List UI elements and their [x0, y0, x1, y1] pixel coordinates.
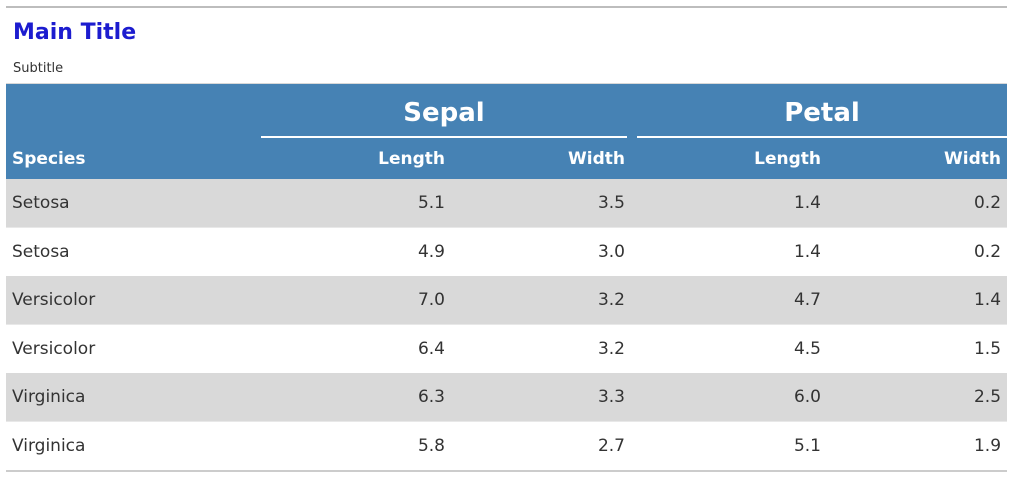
cell-sepal-width: 3.2 [451, 324, 631, 373]
table-row: Setosa 5.1 3.5 1.4 0.2 [6, 179, 1008, 228]
cell-species: Virginica [6, 373, 261, 422]
cell-species: Versicolor [6, 276, 261, 325]
column-header-sepal-width[interactable]: Width [451, 138, 631, 179]
spanner-underline [637, 136, 1008, 138]
column-header-species[interactable]: Species [6, 138, 261, 179]
column-header-petal-width[interactable]: Width [827, 138, 1008, 179]
column-header-sepal-length[interactable]: Length [261, 138, 451, 179]
cell-petal-length: 4.5 [631, 324, 827, 373]
cell-sepal-width: 3.2 [451, 276, 631, 325]
header-rule [6, 83, 1007, 84]
spanner-petal: Petal [631, 84, 1008, 138]
cell-petal-width: 0.2 [827, 227, 1008, 276]
subtitle: Subtitle [13, 61, 64, 76]
cell-species: Setosa [6, 179, 261, 228]
cell-species: Virginica [6, 421, 261, 470]
cell-sepal-width: 3.3 [451, 373, 631, 422]
cell-petal-width: 1.5 [827, 324, 1008, 373]
column-header-row: Species Length Width Length Width [6, 138, 1008, 179]
table-container: Main Title Subtitle Sepal Pe [6, 6, 1008, 472]
table-row: Versicolor 6.4 3.2 4.5 1.5 [6, 324, 1008, 373]
cell-species: Setosa [6, 227, 261, 276]
table-row: Virginica 6.3 3.3 6.0 2.5 [6, 373, 1008, 422]
cell-petal-length: 5.1 [631, 421, 827, 470]
data-table: Sepal Petal Species Length Width Length … [6, 84, 1008, 470]
cell-sepal-length: 6.4 [261, 324, 451, 373]
cell-sepal-width: 3.5 [451, 179, 631, 228]
cell-petal-width: 1.4 [827, 276, 1008, 325]
spanner-row: Sepal Petal [6, 84, 1008, 138]
cell-petal-length: 6.0 [631, 373, 827, 422]
cell-sepal-length: 5.1 [261, 179, 451, 228]
cell-petal-length: 4.7 [631, 276, 827, 325]
cell-petal-length: 1.4 [631, 227, 827, 276]
cell-petal-length: 1.4 [631, 179, 827, 228]
top-rule [6, 6, 1007, 8]
table-row: Virginica 5.8 2.7 5.1 1.9 [6, 421, 1008, 470]
cell-species: Versicolor [6, 324, 261, 373]
cell-petal-width: 0.2 [827, 179, 1008, 228]
main-title: Main Title [13, 20, 137, 45]
table-row: Setosa 4.9 3.0 1.4 0.2 [6, 227, 1008, 276]
cell-sepal-length: 7.0 [261, 276, 451, 325]
spanner-label: Petal [784, 98, 860, 128]
cell-petal-width: 2.5 [827, 373, 1008, 422]
cell-sepal-length: 5.8 [261, 421, 451, 470]
cell-sepal-width: 2.7 [451, 421, 631, 470]
bottom-rule [6, 470, 1007, 472]
spanner-underline [261, 136, 627, 138]
table-row: Versicolor 7.0 3.2 4.7 1.4 [6, 276, 1008, 325]
cell-sepal-length: 4.9 [261, 227, 451, 276]
spanner-label: Sepal [403, 98, 485, 128]
spanner-sepal: Sepal [261, 84, 631, 138]
cell-sepal-length: 6.3 [261, 373, 451, 422]
spanner-empty [6, 84, 261, 138]
cell-sepal-width: 3.0 [451, 227, 631, 276]
cell-petal-width: 1.9 [827, 421, 1008, 470]
column-header-petal-length[interactable]: Length [631, 138, 827, 179]
